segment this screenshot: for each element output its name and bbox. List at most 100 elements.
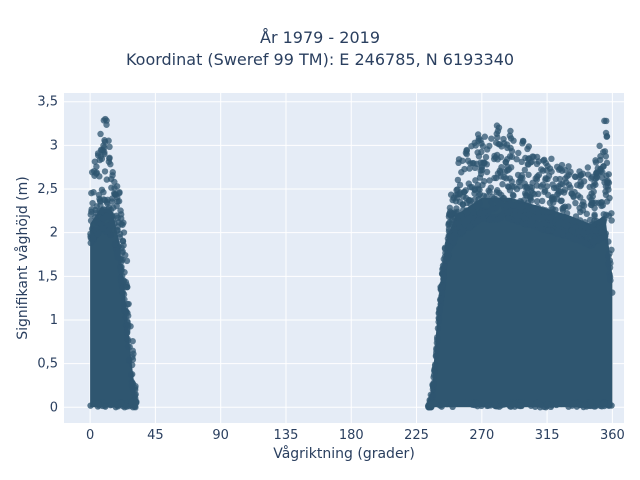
data-points [87,115,616,411]
data-point [476,209,483,217]
data-point [535,190,542,198]
y-tick-label: 0 [50,400,58,415]
data-point [580,202,588,209]
data-point [591,211,598,218]
data-point [87,402,94,409]
data-point [605,171,612,178]
data-point [510,137,517,144]
dense-point-cloud [428,197,613,408]
x-tick-label: 0 [86,428,94,443]
data-point [480,215,487,222]
data-point [516,212,523,219]
data-point [121,269,128,276]
data-point [570,192,577,200]
data-point [594,165,601,172]
data-point [487,184,494,191]
y-tick-label: 2,5 [37,182,58,197]
data-point [589,173,596,181]
data-point [129,337,136,345]
data-point [94,230,102,238]
data-point [554,220,562,228]
data-point [467,197,475,204]
data-point [100,189,107,196]
data-point [481,133,489,140]
data-point [537,183,545,190]
data-point [494,187,501,194]
data-point [469,214,477,222]
data-point [433,334,441,341]
data-point [576,401,583,408]
data-point [500,174,508,181]
data-point [558,167,566,174]
data-point [476,174,484,181]
data-point [109,172,116,179]
data-point [592,227,599,234]
data-point [121,307,128,314]
data-point [448,221,456,228]
data-point [125,321,132,329]
data-point [103,176,110,183]
data-point [463,209,471,216]
data-point [602,129,610,137]
data-point [541,188,548,196]
data-point [584,164,592,171]
data-point [491,152,498,160]
data-point [563,209,571,217]
data-point [120,229,128,236]
data-point [533,160,541,168]
data-point [521,214,529,222]
data-point [476,190,484,198]
data-point [104,206,112,213]
data-point [122,251,129,259]
data-point [534,399,541,406]
data-point [106,143,113,151]
data-point [507,127,514,135]
data-point [498,143,505,150]
data-point [590,238,597,246]
data-point [114,194,121,201]
data-point [445,225,453,233]
data-point [119,288,126,295]
data-point [525,211,533,218]
data-point [608,246,615,254]
data-point [471,185,478,193]
data-point [481,209,488,216]
data-point [559,205,566,212]
data-point [498,191,505,199]
data-point [442,249,449,257]
data-point [501,168,509,176]
data-point [576,217,584,224]
data-point [522,192,530,199]
data-point [483,168,491,176]
data-point [518,158,525,166]
data-point [428,401,435,408]
data-point [556,175,563,183]
data-point [448,400,455,408]
data-point [445,237,453,244]
data-point [586,183,593,191]
data-point [126,343,133,351]
data-point [488,206,495,213]
data-point [104,200,111,207]
data-point [432,361,439,368]
data-point [599,400,607,408]
data-point [438,403,445,410]
data-point [583,210,591,218]
data-point [455,159,462,167]
data-point [565,232,573,239]
data-point [505,214,512,222]
data-point [608,210,615,217]
data-point [584,240,591,248]
data-point [508,153,516,161]
data-point [499,181,506,188]
y-tick-label: 0,5 [37,357,58,372]
data-point [94,400,102,407]
data-point [558,400,565,408]
data-point [97,130,104,138]
data-point [548,155,555,163]
data-point [477,167,484,174]
data-point [437,284,445,291]
data-point [478,402,485,410]
data-point [503,202,510,210]
